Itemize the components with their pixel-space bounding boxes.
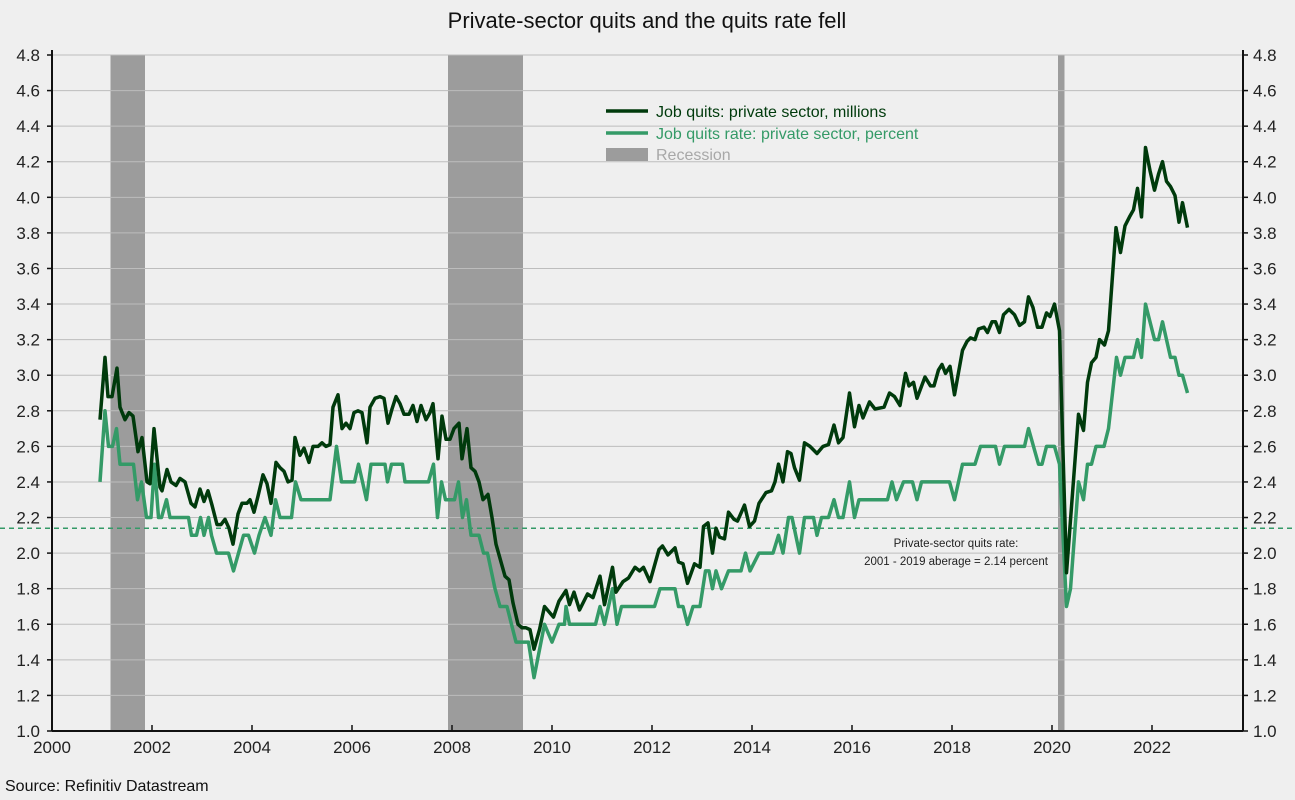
x-tick-label: 2018: [933, 738, 971, 757]
y-tick-label-right: 1.4: [1253, 651, 1277, 670]
legend: Job quits: private sector, millions Job …: [606, 104, 919, 164]
gridlines: [52, 54, 1243, 696]
y-tick-label-right: 3.8: [1253, 224, 1277, 243]
y-tick-label-right: 2.4: [1253, 473, 1277, 492]
x-tick-label: 2008: [433, 738, 471, 757]
series-lines: [98, 145, 1190, 680]
y-tick-label-right: 4.6: [1253, 82, 1277, 101]
x-tick-label: 2016: [833, 738, 871, 757]
y-tick-label-left: 4.4: [16, 117, 40, 136]
series-line-rate: [98, 302, 1190, 680]
legend-label-recession: Recession: [656, 147, 731, 164]
y-tick-label-right: 3.6: [1253, 259, 1277, 278]
x-tick-label: 2004: [233, 738, 271, 757]
x-tick-label: 2010: [533, 738, 571, 757]
x-tick-label: 2014: [733, 738, 771, 757]
y-axis-left-labels: 1.0 1.2 1.4 1.6 1.8 2.0 2.2 2.4 2.6 2.8 3.0 3.2 3.4 3…: [16, 46, 40, 741]
y-tick-label-right: 4.2: [1253, 153, 1277, 172]
y-tick-label-left: 3.0: [16, 366, 40, 385]
y-tick-label-right: 4.4: [1253, 117, 1277, 136]
y-tick-label-left: 3.6: [16, 259, 40, 278]
y-tick-label-right: 1.0: [1253, 722, 1277, 741]
x-tick-label: 2012: [633, 738, 671, 757]
y-tick-label-left: 1.6: [16, 615, 40, 634]
y-tick-label-left: 1.0: [16, 722, 40, 741]
y-tick-label-right: 3.2: [1253, 331, 1277, 350]
source-note: Source: Refinitiv Datastream: [5, 778, 209, 795]
y-tick-label-left: 4.0: [16, 188, 40, 207]
y-tick-label-right: 3.4: [1253, 295, 1277, 314]
y-tick-label-left: 3.8: [16, 224, 40, 243]
y-tick-label-left: 2.2: [16, 509, 40, 528]
y-tick-label-left: 1.4: [16, 651, 40, 670]
y-tick-label-right: 1.8: [1253, 580, 1277, 599]
y-tick-label-right: 2.6: [1253, 437, 1277, 456]
y-tick-label-right: 4.0: [1253, 188, 1277, 207]
y-tick-label-right: 3.0: [1253, 366, 1277, 385]
y-axis-right-labels: 1.0 1.2 1.4 1.6 1.8 2.0 2.2 2.4 2.6 2.8 3.0 3.2 3.4 3…: [1253, 46, 1277, 741]
recession-band: [110, 55, 145, 731]
y-tick-label-right: 1.6: [1253, 615, 1277, 634]
series-line-quits: [98, 145, 1190, 651]
y-tick-label-right: 2.2: [1253, 509, 1277, 528]
x-tick-label: 2002: [133, 738, 171, 757]
x-tick-label: 2000: [33, 738, 71, 757]
y-tick-label-left: 2.8: [16, 402, 40, 421]
y-tick-label-left: 2.0: [16, 544, 40, 563]
axes: [47, 50, 1248, 732]
y-tick-label-left: 4.8: [16, 46, 40, 65]
chart-title: Private-sector quits and the quits rate …: [448, 8, 847, 33]
y-tick-label-left: 4.6: [16, 82, 40, 101]
y-tick-label-left: 3.4: [16, 295, 40, 314]
y-tick-label-left: 4.2: [16, 153, 40, 172]
x-axis-labels: 2000 2002 2004 2006 2008 2010 2012 2014 2016 2018…: [33, 738, 1171, 757]
average-annotation-line2: 2001 - 2019 aberage = 2.14 percent: [864, 556, 1049, 568]
y-tick-label-right: 1.2: [1253, 686, 1277, 705]
y-tick-label-left: 3.2: [16, 331, 40, 350]
legend-swatch-recession: [606, 148, 648, 161]
y-tick-label-right: 4.8: [1253, 46, 1277, 65]
y-tick-label-left: 1.8: [16, 580, 40, 599]
y-tick-label-right: 2.0: [1253, 544, 1277, 563]
x-tick-label: 2006: [333, 738, 371, 757]
average-annotation-line1: Private-sector quits rate:: [894, 538, 1019, 550]
x-tick-label: 2022: [1133, 738, 1171, 757]
y-tick-label-left: 1.2: [16, 686, 40, 705]
y-tick-label-left: 2.6: [16, 437, 40, 456]
legend-label-rate: Job quits rate: private sector, percent: [656, 126, 919, 143]
x-tick-label: 2020: [1033, 738, 1071, 757]
y-tick-label-right: 2.8: [1253, 402, 1277, 421]
legend-label-quits: Job quits: private sector, millions: [656, 104, 886, 121]
y-tick-label-left: 2.4: [16, 473, 40, 492]
